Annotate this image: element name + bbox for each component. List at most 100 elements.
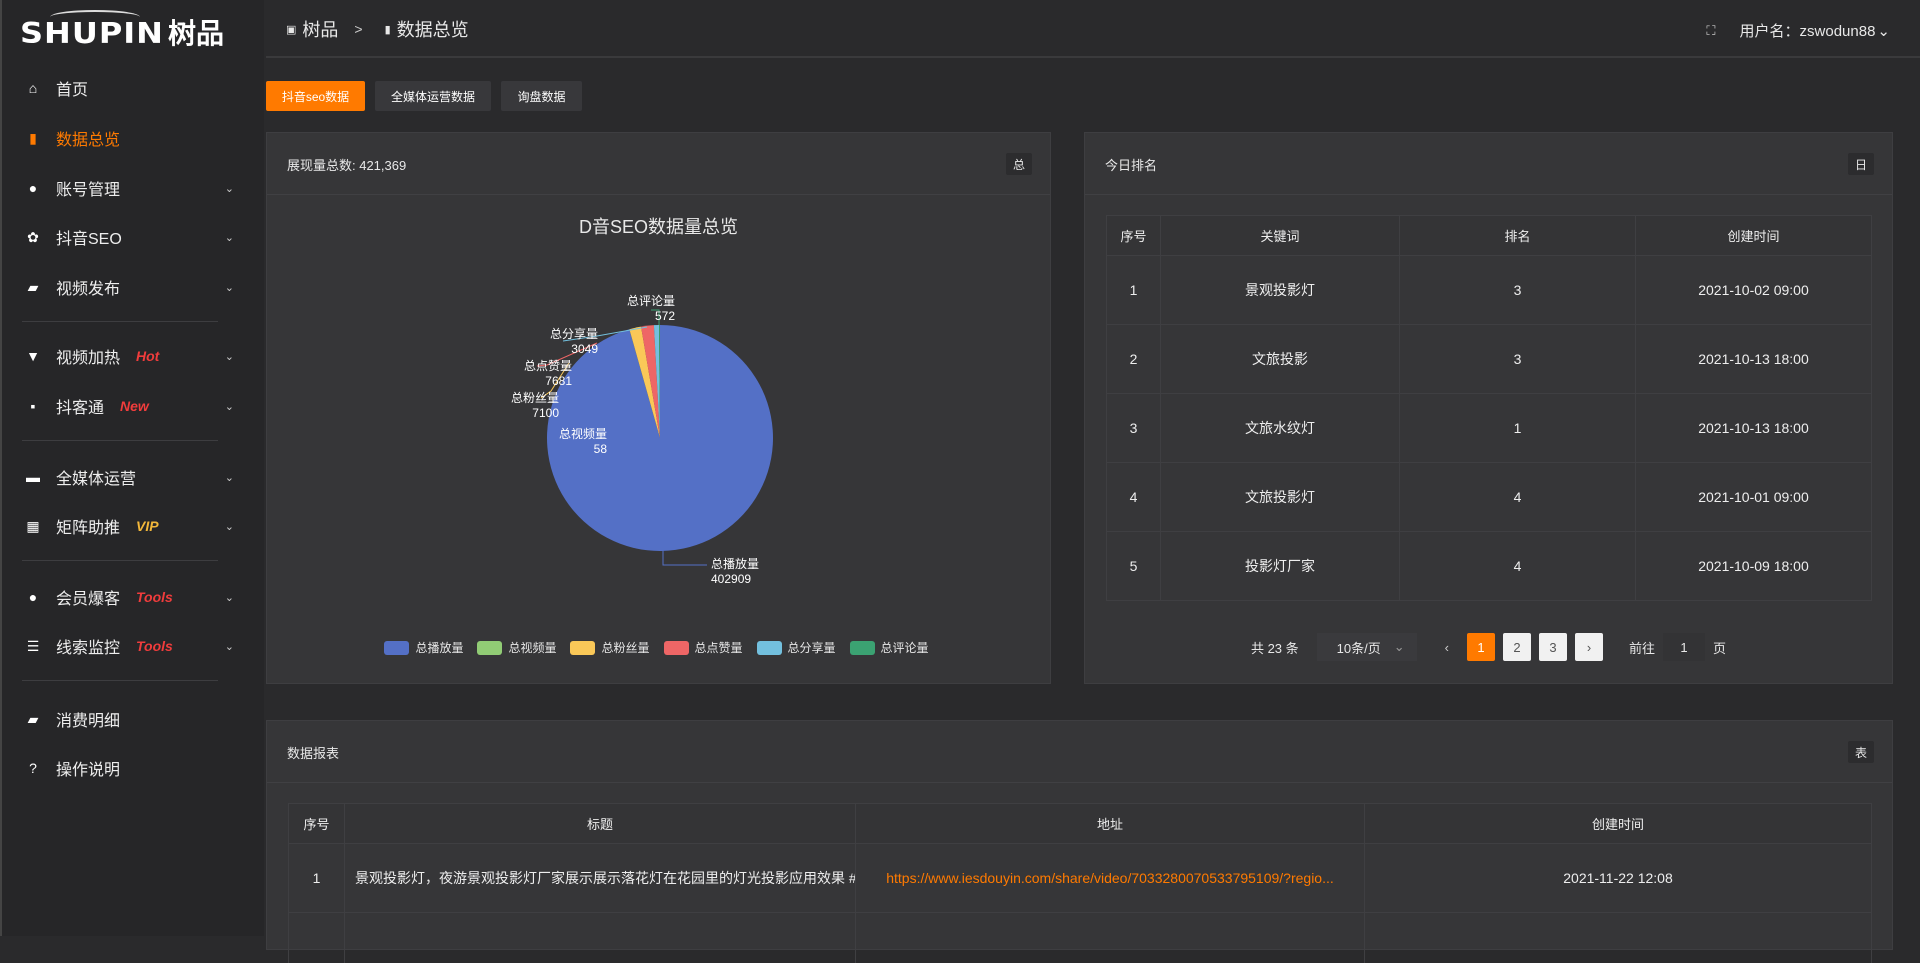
legend-item[interactable]: 总点赞量 — [664, 639, 743, 656]
legend-item[interactable]: 总视频量 — [477, 639, 556, 656]
user-menu[interactable]: 用户名：zswodun88 — [1740, 20, 1876, 41]
chevron-down-icon: ⌄ — [225, 182, 234, 195]
card-title: 今日排名 — [1105, 155, 1157, 174]
table-cell: 1 — [289, 844, 345, 913]
column-header: 排名 — [1400, 216, 1636, 256]
column-header: 序号 — [289, 804, 345, 844]
card-title: 数据报表 — [287, 743, 339, 762]
column-header: 标题 — [345, 804, 856, 844]
sidebar-item-label: 矩阵助推 — [56, 514, 120, 538]
chat-icon: ▪ — [24, 398, 42, 414]
breadcrumb-root[interactable]: 树品 — [302, 16, 338, 42]
legend-item[interactable]: 总播放量 — [384, 639, 463, 656]
chevron-down-icon[interactable]: ⌄ — [1877, 22, 1890, 40]
table-cell: 2021-10-13 18:00 — [1636, 394, 1872, 463]
chevron-down-icon: ⌄ — [225, 520, 234, 533]
sidebar-badge: VIP — [136, 518, 159, 534]
table-cell: 2 — [1107, 325, 1161, 394]
page-button[interactable]: 3 — [1539, 633, 1567, 661]
chevron-down-icon: ⌄ — [225, 350, 234, 363]
sidebar-item-label: 首页 — [56, 76, 88, 100]
chevron-down-icon: ⌄ — [225, 281, 234, 294]
legend-item[interactable]: 总分享量 — [757, 639, 836, 656]
table-button[interactable]: 表 — [1848, 741, 1874, 763]
legend-swatch — [757, 641, 782, 655]
table-cell: 2021-10-01 09:00 — [1636, 463, 1872, 532]
sidebar-item[interactable]: ▰消费明细 — [24, 701, 234, 737]
page-button[interactable]: 1 — [1467, 633, 1495, 661]
table-cell: 4 — [1107, 463, 1161, 532]
fullscreen-icon[interactable]: ⛶ — [1706, 23, 1715, 39]
table-cell: 2021-10-13 18:00 — [1636, 325, 1872, 394]
legend-item[interactable]: 总评论量 — [850, 639, 929, 656]
tab-douyin-seo[interactable]: 抖音seo数据 — [266, 81, 365, 111]
sidebar-item-label: 全媒体运营 — [56, 465, 136, 489]
sidebar-item[interactable]: ● 账号管理 ⌄ — [24, 170, 234, 206]
next-page-button[interactable]: › — [1575, 633, 1603, 661]
table-cell: 1 — [1400, 394, 1636, 463]
table-cell: 景观投影灯 — [1161, 256, 1400, 325]
breadcrumb: ▣ 树品 > ▮ 数据总览 — [286, 16, 469, 42]
label-leader-line — [663, 550, 707, 565]
sidebar-item[interactable]: ▬全媒体运营⌄ — [24, 459, 234, 495]
sidebar-item[interactable]: ⌂首页 — [24, 70, 234, 106]
legend-swatch — [477, 641, 502, 655]
sign-icon: ▼ — [24, 348, 42, 364]
goto-page-input[interactable]: 1 — [1663, 633, 1705, 661]
table-cell: 2021-11-22 12:08 — [1365, 844, 1872, 913]
gear-icon: ✿ — [24, 229, 42, 246]
sidebar-item[interactable]: ▰视频发布⌄ — [24, 269, 234, 305]
page-size-select[interactable]: 10条/页⌄ — [1317, 633, 1417, 661]
table-cell: 文旅水纹灯 — [1161, 394, 1400, 463]
tab-all-media[interactable]: 全媒体运营数据 — [375, 81, 491, 111]
column-header: 序号 — [1107, 216, 1161, 256]
table-cell[interactable]: https://www.iesdouyin.com/share/video/70… — [856, 844, 1365, 913]
sidebar-item[interactable]: ✿抖音SEO⌄ — [24, 219, 234, 255]
prev-page-button[interactable]: ‹ — [1445, 640, 1449, 655]
table-cell: 3 — [1107, 394, 1161, 463]
legend-swatch — [850, 641, 875, 655]
user-icon: ● — [24, 180, 42, 196]
chevron-down-icon: ⌄ — [225, 400, 234, 413]
bar-chart-icon: ▮ — [385, 23, 391, 36]
chevron-down-icon: ⌄ — [225, 640, 234, 653]
chevron-down-icon: ⌄ — [225, 471, 234, 484]
sidebar-item-label: 账号管理 — [56, 176, 120, 200]
chevron-down-icon: ⌄ — [225, 231, 234, 244]
breadcrumb-separator: > — [354, 21, 362, 37]
sidebar-item-label: 视频加热 — [56, 344, 120, 368]
page-button[interactable]: 2 — [1503, 633, 1531, 661]
goto-label: 前往 — [1629, 638, 1655, 657]
table-cell: 4 — [1400, 532, 1636, 601]
sidebar-item[interactable]: ?操作说明 — [24, 750, 234, 786]
day-button[interactable]: 日 — [1848, 153, 1874, 175]
total-count: 共 23 条 — [1251, 638, 1299, 657]
legend-swatch — [384, 641, 409, 655]
user-icon: ● — [24, 589, 42, 605]
column-header: 创建时间 — [1636, 216, 1872, 256]
legend-item[interactable]: 总粉丝量 — [570, 639, 649, 656]
tab-inquiry[interactable]: 询盘数据 — [501, 81, 582, 111]
pie-chart — [267, 133, 1052, 685]
sidebar-item[interactable]: ▮数据总览 — [24, 120, 234, 156]
